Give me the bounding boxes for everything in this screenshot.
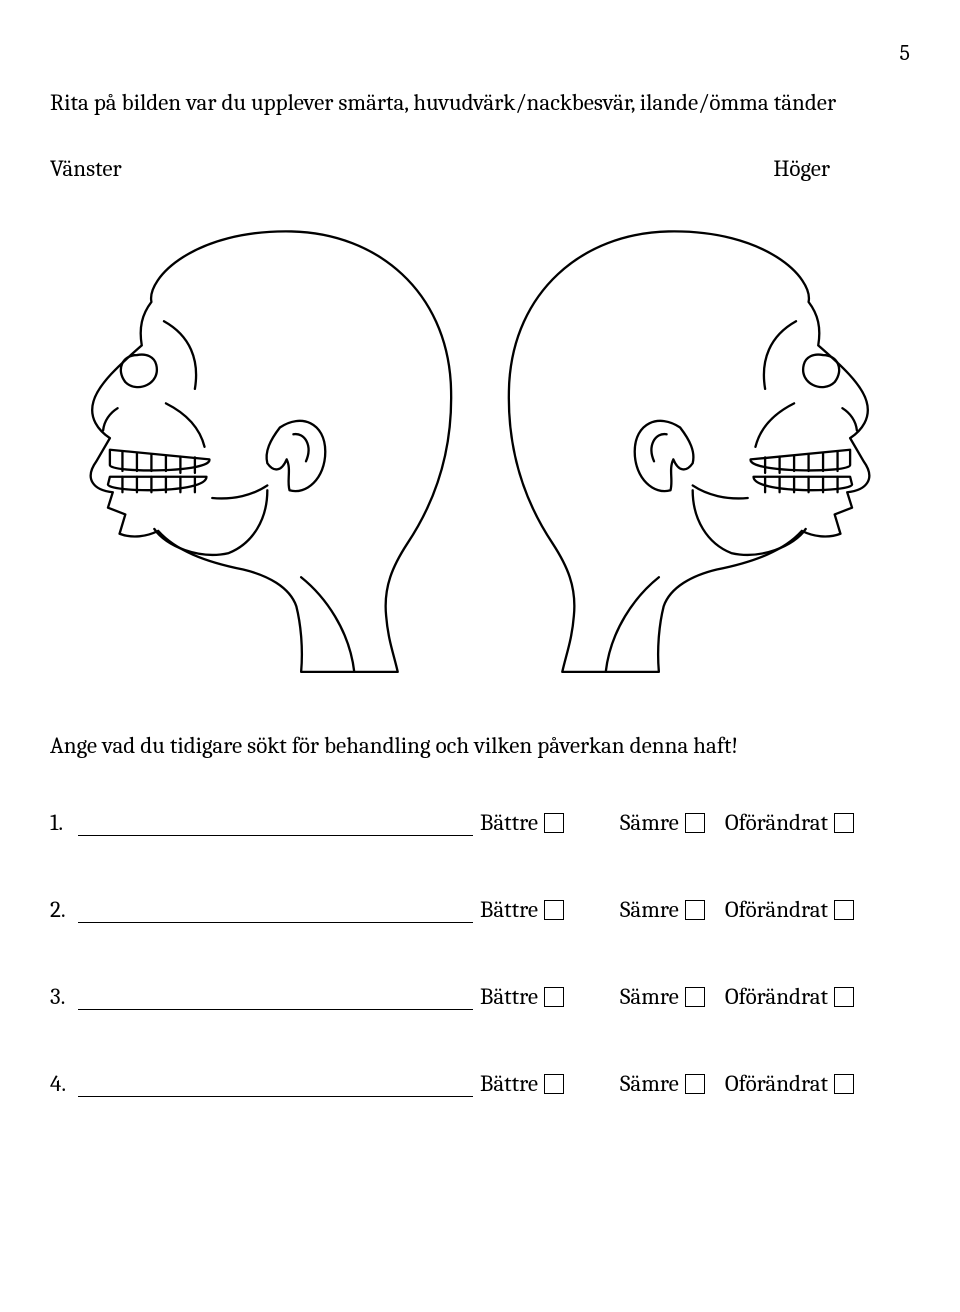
checkbox-better[interactable] <box>544 987 564 1007</box>
checkbox-better[interactable] <box>544 813 564 833</box>
option-better-label: Bättre <box>480 809 538 836</box>
answer-row: 4. Bättre Sämre Oförändrat <box>50 1070 910 1097</box>
question-text: Ange vad du tidigare sökt för behandling… <box>50 732 910 759</box>
checkbox-worse[interactable] <box>685 1074 705 1094</box>
blank-line[interactable] <box>78 898 473 923</box>
option-unchanged-label: Oförändrat <box>725 1070 828 1097</box>
instruction-text: Rita på bilden var du upplever smärta, h… <box>50 86 910 119</box>
blank-line[interactable] <box>78 1072 473 1097</box>
checkbox-better[interactable] <box>544 1074 564 1094</box>
left-label: Vänster <box>50 155 122 182</box>
option-better-label: Bättre <box>480 896 538 923</box>
option-worse-label: Sämre <box>620 809 679 836</box>
page-number: 5 <box>50 40 910 66</box>
checkbox-worse[interactable] <box>685 813 705 833</box>
checkbox-better[interactable] <box>544 900 564 920</box>
answer-row: 1. Bättre Sämre Oförändrat <box>50 809 910 836</box>
option-worse-label: Sämre <box>620 1070 679 1097</box>
skull-right-illustration[interactable] <box>485 202 910 682</box>
option-better-label: Bättre <box>480 1070 538 1097</box>
checkbox-unchanged[interactable] <box>834 813 854 833</box>
right-label: Höger <box>773 155 830 182</box>
row-number: 3. <box>50 983 78 1010</box>
option-better-label: Bättre <box>480 983 538 1010</box>
skull-diagram-area[interactable] <box>50 202 910 682</box>
option-worse-label: Sämre <box>620 983 679 1010</box>
checkbox-worse[interactable] <box>685 900 705 920</box>
checkbox-worse[interactable] <box>685 987 705 1007</box>
skull-left-illustration[interactable] <box>50 202 475 682</box>
row-number: 2. <box>50 896 78 923</box>
checkbox-unchanged[interactable] <box>834 900 854 920</box>
checkbox-unchanged[interactable] <box>834 1074 854 1094</box>
blank-line[interactable] <box>78 811 473 836</box>
blank-line[interactable] <box>78 985 473 1010</box>
checkbox-unchanged[interactable] <box>834 987 854 1007</box>
row-number: 1. <box>50 809 78 836</box>
option-unchanged-label: Oförändrat <box>725 896 828 923</box>
option-unchanged-label: Oförändrat <box>725 983 828 1010</box>
option-worse-label: Sämre <box>620 896 679 923</box>
answer-row: 3. Bättre Sämre Oförändrat <box>50 983 910 1010</box>
row-number: 4. <box>50 1070 78 1097</box>
option-unchanged-label: Oförändrat <box>725 809 828 836</box>
answer-row: 2. Bättre Sämre Oförändrat <box>50 896 910 923</box>
